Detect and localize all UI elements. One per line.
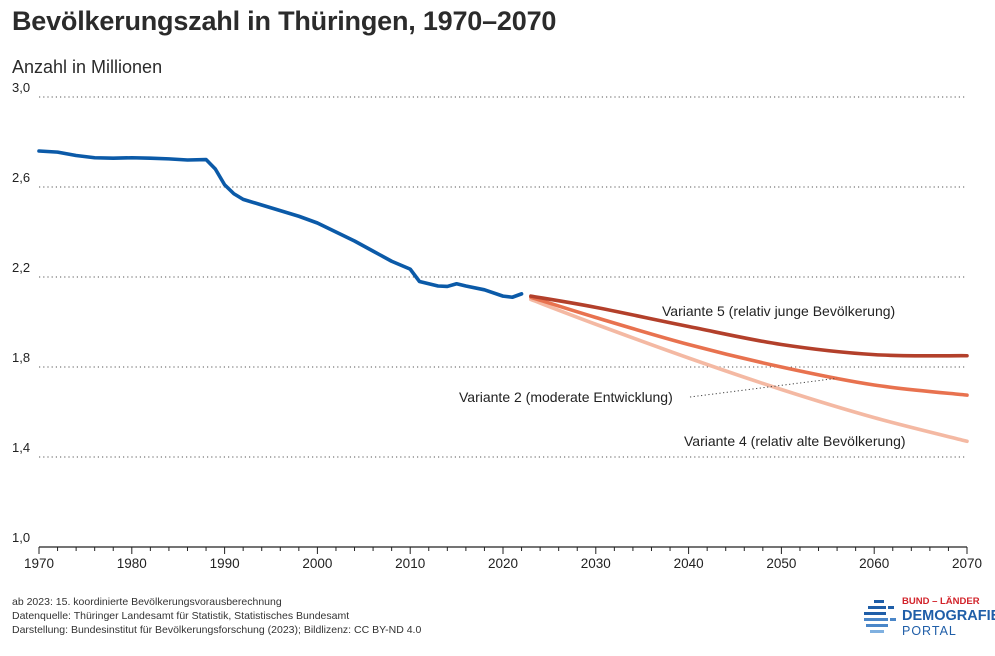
y-tick-label: 2,6: [12, 170, 30, 185]
logo-line-3: PORTAL: [902, 624, 957, 638]
series-label-variante-5: Variante 5 (relativ junge Bevölkerung): [662, 303, 895, 319]
series-label-variante-4: Variante 4 (relativ alte Bevölkerung): [684, 433, 906, 449]
x-tick-label: 2010: [395, 556, 425, 571]
x-tick-label: 2060: [859, 556, 889, 571]
label-leader-line: [689, 377, 838, 398]
source-notes: ab 2023: 15. koordinierte Bevölkerungsvo…: [12, 595, 421, 637]
logo-line-1: BUND – LÄNDER: [902, 596, 980, 607]
y-tick-label: 3,0: [12, 80, 30, 95]
x-tick-label: 2020: [488, 556, 518, 571]
unit-label: Anzahl in Millionen: [12, 57, 163, 77]
x-tick-label: 2030: [581, 556, 611, 571]
y-tick-label: 1,0: [12, 530, 30, 545]
note-line: ab 2023: 15. koordinierte Bevölkerungsvo…: [12, 596, 282, 608]
note-line: Darstellung: Bundesinstitut für Bevölker…: [12, 624, 422, 636]
series-label-variante-2: Variante 2 (moderate Entwicklung): [459, 389, 673, 405]
x-tick-label: 1980: [117, 556, 147, 571]
series-line-historical: [37, 149, 524, 300]
y-tick-label: 1,4: [12, 440, 30, 455]
note-line: Datenquelle: Thüringer Landesamt für Sta…: [12, 610, 350, 622]
line-chart: 1,0 1,4 1,8 2,2 2,6 3,0 1970 1980 1990 2000 2010 20…: [12, 80, 982, 571]
demografie-portal-logo: BUND – LÄNDER DEMOGRAFIE PORTAL: [862, 596, 995, 640]
x-tick-label: 1970: [24, 556, 54, 571]
y-tick-label: 1,8: [12, 350, 30, 365]
x-tick-label: 2000: [302, 556, 332, 571]
x-tick-label: 2040: [674, 556, 704, 571]
x-tick-label: 2050: [766, 556, 796, 571]
x-tick-label: 1990: [210, 556, 240, 571]
chart-title: Bevölkerungszahl in Thüringen, 1970–2070: [12, 6, 557, 36]
logo-mark-icon: [864, 600, 896, 633]
series-line-variante-2: [529, 295, 969, 397]
series-line-variante-4: [529, 297, 969, 444]
logo-line-2: DEMOGRAFIE: [902, 608, 995, 624]
series-line-variante-5: [529, 294, 969, 358]
x-tick-label: 2070: [952, 556, 982, 571]
y-tick-label: 2,2: [12, 260, 30, 275]
